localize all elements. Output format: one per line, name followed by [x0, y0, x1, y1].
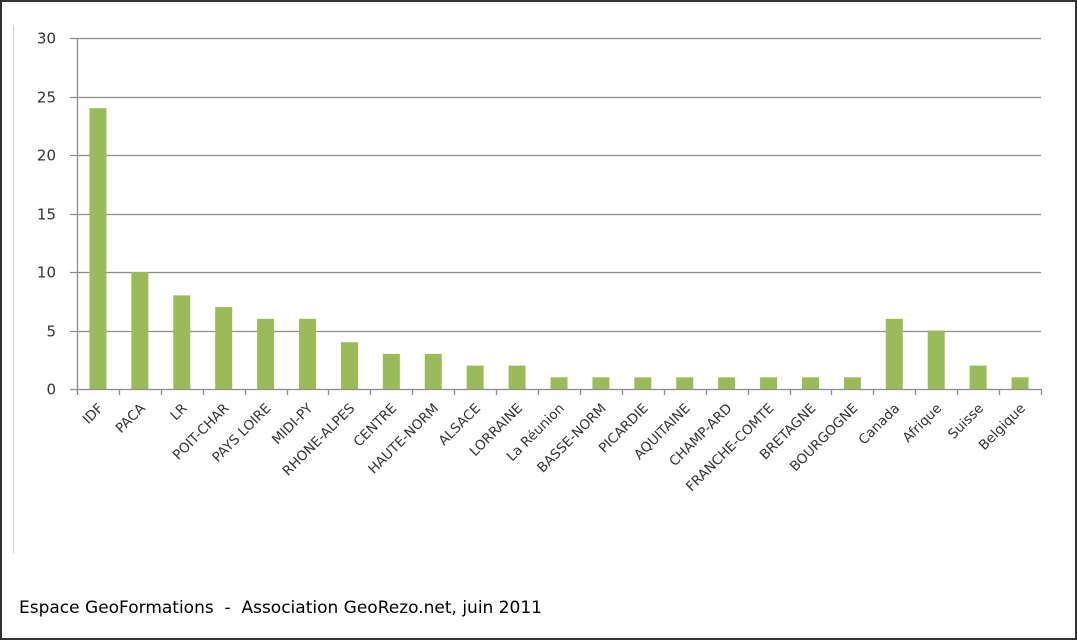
y-tick-label: 25: [37, 89, 56, 107]
bar: [885, 318, 903, 389]
x-category-label: Afrique: [900, 401, 945, 446]
bar: [89, 108, 107, 389]
bar: [760, 377, 778, 389]
bar: [466, 365, 484, 389]
y-tick-label: 20: [37, 147, 56, 165]
y-tick-label: 0: [46, 381, 56, 399]
bar: [718, 377, 736, 389]
bar: [131, 272, 149, 389]
bar: [382, 353, 400, 389]
left-divider: [13, 25, 14, 553]
y-tick-label: 10: [37, 264, 56, 282]
bar: [257, 318, 275, 389]
x-category-label: LR: [167, 401, 190, 424]
bar: [634, 377, 652, 389]
y-tick-label: 5: [46, 323, 56, 341]
bar: [424, 353, 442, 389]
y-tick-label: 15: [37, 206, 56, 224]
y-tick-label: 30: [37, 30, 56, 48]
bar: [340, 342, 358, 389]
bar: [299, 318, 317, 389]
x-category-label: PACA: [113, 400, 150, 437]
bar: [173, 295, 191, 389]
bar: [550, 377, 568, 389]
bar: [215, 307, 233, 389]
bar: [676, 377, 694, 389]
bar: [927, 330, 945, 389]
bar: [801, 377, 819, 389]
x-category-label: IDF: [80, 401, 107, 428]
x-category-label: RHONE-ALPES: [280, 401, 359, 480]
bar: [843, 377, 861, 389]
x-category-label: Canada: [855, 401, 903, 449]
footer-credit: Espace GeoFormations - Association GeoRe…: [19, 598, 542, 618]
bar: [969, 365, 987, 389]
x-category-label: Belgique: [976, 401, 1029, 454]
bar: [592, 377, 610, 389]
bar: [508, 365, 526, 389]
bar: [1011, 377, 1029, 389]
